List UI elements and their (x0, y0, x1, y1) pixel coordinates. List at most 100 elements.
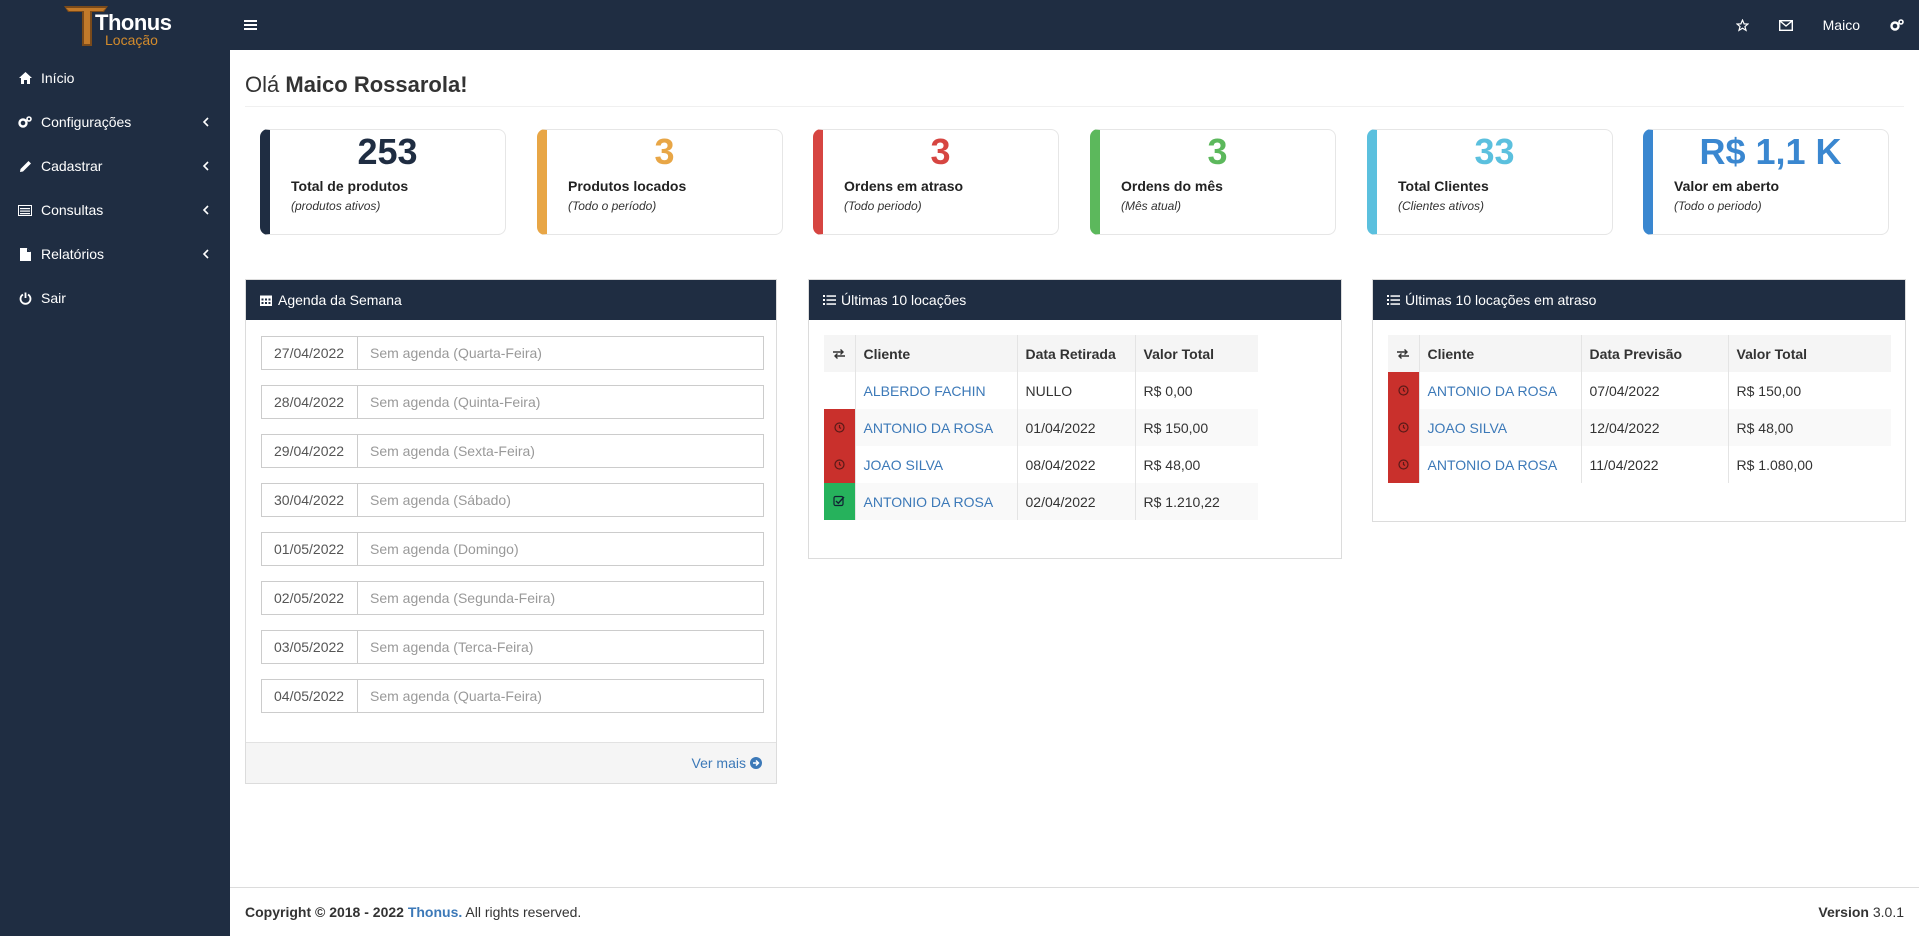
value-cell: R$ 0,00 (1135, 372, 1258, 409)
table-row: ANTONIO DA ROSA 01/04/2022 R$ 150,00 (824, 409, 1258, 446)
sidebar-item-consultas[interactable]: Consultas (0, 188, 230, 232)
greeting-name: Maico Rossarola! (285, 72, 468, 97)
date-cell: 12/04/2022 (1581, 409, 1729, 446)
stat-label: Ordens do mês (1121, 178, 1223, 194)
sidebar-item-label: Configurações (41, 114, 132, 130)
column-header: Valor Total (1728, 335, 1891, 372)
brand-name: Thonus (95, 10, 172, 35)
divider (245, 106, 1904, 107)
value-cell: R$ 150,00 (1728, 372, 1891, 409)
client-link[interactable]: ANTONIO DA ROSA (863, 493, 994, 510)
stat-card-atraso: 3 Ordens em atraso (Todo periodo) (813, 129, 1059, 235)
file-icon (17, 247, 33, 261)
agenda-row: 27/04/2022 Sem agenda (Quarta-Feira) (261, 336, 764, 370)
late-rentals-panel: Últimas 10 locações em atraso Cliente Da… (1372, 279, 1906, 522)
agenda-date: 28/04/2022 (262, 386, 358, 418)
agenda-panel-header: Agenda da Semana (246, 280, 776, 320)
agenda-row: 28/04/2022 Sem agenda (Quinta-Feira) (261, 385, 764, 419)
rights-text: All rights reserved. (465, 904, 582, 920)
client-link[interactable]: ANTONIO DA ROSA (1427, 382, 1558, 399)
user-menu[interactable]: Maico (1822, 17, 1860, 33)
version: Version 3.0.1 (1818, 904, 1904, 920)
status-cell (1388, 409, 1420, 446)
column-header: Valor Total (1135, 335, 1258, 372)
stat-sub: (Todo periodo) (844, 199, 922, 213)
date-cell: 02/04/2022 (1017, 483, 1136, 520)
client-link[interactable]: ALBERDO FACHIN (863, 382, 986, 399)
stat-value: 3 (654, 131, 675, 172)
status-cell (1388, 372, 1420, 409)
clock-icon (1398, 458, 1409, 470)
client-link[interactable]: JOAO SILVA (863, 456, 944, 473)
column-header: Data Previsão (1581, 335, 1729, 372)
favorites-star-icon[interactable] (1721, 0, 1764, 50)
stat-card-clientes: 33 Total Clientes (Clientes ativos) (1367, 129, 1613, 235)
exchange-icon (1388, 335, 1420, 372)
agenda-date: 03/05/2022 (262, 631, 358, 663)
copyright: Copyright © 2018 - 2022 Thonus. All righ… (245, 904, 581, 920)
client-link[interactable]: ANTONIO DA ROSA (863, 419, 994, 436)
late-rentals-table: Cliente Data Previsão Valor Total ANTONI… (1388, 335, 1891, 483)
sidebar-item-label: Início (41, 70, 75, 86)
table-row: ANTONIO DA ROSA 07/04/2022 R$ 150,00 (1388, 372, 1891, 409)
status-cell (824, 409, 856, 446)
logo-icon (64, 6, 108, 46)
agenda-text: Sem agenda (Quarta-Feira) (370, 688, 542, 704)
agenda-text: Sem agenda (Sábado) (370, 492, 511, 508)
top-navbar: Maico (230, 0, 1919, 50)
sidebar-item-configuracoes[interactable]: Configurações (0, 100, 230, 144)
chevron-left-icon (202, 158, 212, 174)
page-title: Olá Maico Rossarola! (245, 72, 468, 98)
date-cell: 08/04/2022 (1017, 446, 1136, 483)
stat-sub: (Clientes ativos) (1398, 199, 1485, 213)
column-header: Cliente (1419, 335, 1582, 372)
agenda-row: 02/05/2022 Sem agenda (Segunda-Feira) (261, 581, 764, 615)
late-panel-title: Últimas 10 locações em atraso (1405, 292, 1597, 308)
menu-toggle-icon[interactable] (244, 15, 260, 35)
status-cell (824, 372, 856, 409)
agenda-text: Sem agenda (Segunda-Feira) (370, 590, 556, 606)
agenda-row: 01/05/2022 Sem agenda (Domingo) (261, 532, 764, 566)
list-ol-icon (823, 294, 837, 306)
power-icon (17, 292, 33, 305)
recent-rentals-panel: Últimas 10 locações Cliente Data Retirad… (808, 279, 1342, 559)
value-cell: R$ 1.080,00 (1728, 446, 1891, 483)
stat-sub: (Todo o período) (568, 199, 657, 213)
agenda-date: 30/04/2022 (262, 484, 358, 516)
stat-sub: (produtos ativos) (291, 199, 381, 213)
sidebar-item-cadastrar[interactable]: Cadastrar (0, 144, 230, 188)
chevron-left-icon (202, 202, 212, 218)
agenda-date: 04/05/2022 (262, 680, 358, 712)
sidebar-item-label: Sair (41, 290, 66, 306)
calendar-icon (260, 294, 274, 306)
sidebar-item-label: Consultas (41, 202, 104, 218)
agenda-row: 30/04/2022 Sem agenda (Sábado) (261, 483, 764, 517)
settings-gears-icon[interactable] (1875, 0, 1919, 50)
sidebar-item-relatorios[interactable]: Relatórios (0, 232, 230, 276)
list-icon (17, 204, 33, 216)
table-row: ANTONIO DA ROSA 02/04/2022 R$ 1.210,22 (824, 483, 1258, 520)
logo[interactable]: Thonus Locação (0, 0, 230, 50)
agenda-text: Sem agenda (Quinta-Feira) (370, 394, 541, 410)
ver-mais-link[interactable]: Ver mais (692, 755, 762, 771)
date-cell: 11/04/2022 (1581, 446, 1729, 483)
agenda-date: 27/04/2022 (262, 337, 358, 369)
table-row: JOAO SILVA 08/04/2022 R$ 48,00 (824, 446, 1258, 483)
late-panel-header: Últimas 10 locações em atraso (1373, 280, 1905, 320)
clock-icon (1398, 384, 1409, 396)
client-link[interactable]: ANTONIO DA ROSA (1427, 456, 1558, 473)
sidebar-item-sair[interactable]: Sair (0, 276, 230, 320)
clock-icon (834, 421, 845, 433)
agenda-date: 02/05/2022 (262, 582, 358, 614)
stat-label: Ordens em atraso (844, 178, 964, 194)
stat-label: Produtos locados (568, 178, 687, 194)
date-cell: 01/04/2022 (1017, 409, 1136, 446)
footer-brand-link[interactable]: Thonus. (407, 904, 463, 920)
sidebar-item-inicio[interactable]: Início (0, 56, 230, 100)
clock-icon (1398, 421, 1409, 433)
client-link[interactable]: JOAO SILVA (1427, 419, 1508, 436)
ver-mais-label: Ver mais (691, 755, 746, 771)
agenda-row: 03/05/2022 Sem agenda (Terca-Feira) (261, 630, 764, 664)
messages-envelope-icon[interactable] (1764, 0, 1808, 50)
recent-panel-header: Últimas 10 locações (809, 280, 1341, 320)
